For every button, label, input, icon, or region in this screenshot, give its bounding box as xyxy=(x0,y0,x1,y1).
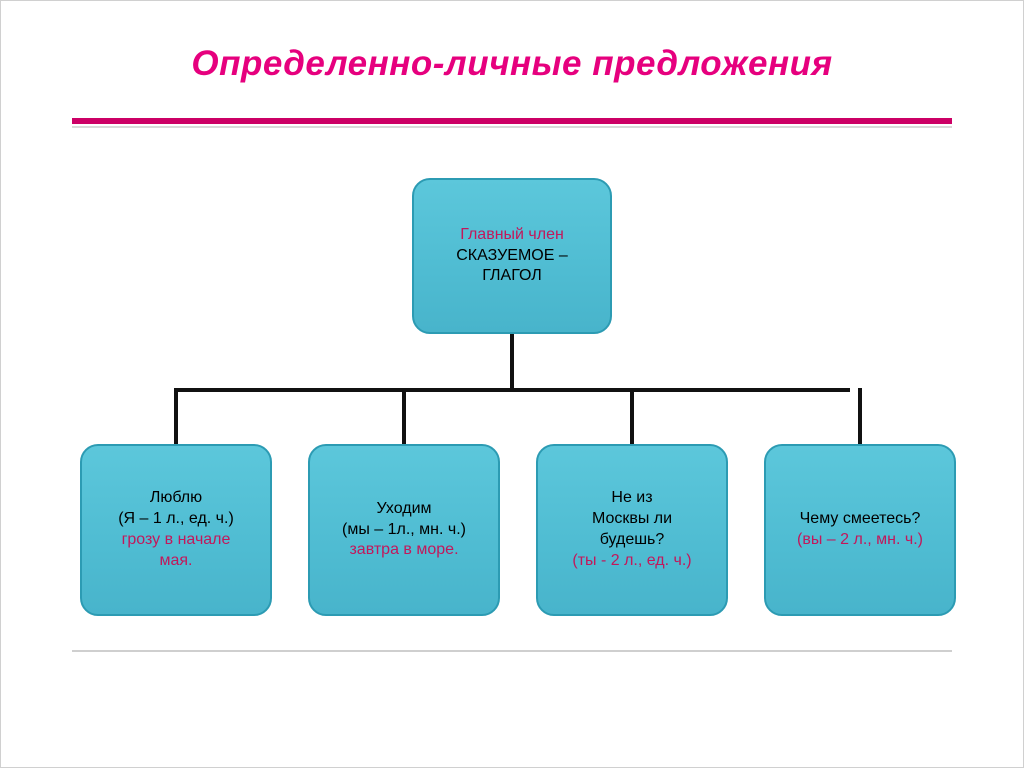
leaf-meta: (ты - 2 л., ед. ч.) xyxy=(572,551,691,572)
tree-connector xyxy=(510,334,514,388)
tree-root: Главный член СКАЗУЕМОЕ – ГЛАГОЛ xyxy=(412,178,612,334)
root-line1: Главный член xyxy=(460,225,564,246)
tree-connector xyxy=(858,388,862,444)
tree-leaf: Чему смеетесь? (вы – 2 л., мн. ч.) xyxy=(764,444,956,616)
leaf-line: будешь? xyxy=(600,530,665,551)
tree-connector xyxy=(402,388,406,444)
tree-connector xyxy=(174,388,850,392)
leaf-line: Уходим xyxy=(376,499,431,520)
root-line3: ГЛАГОЛ xyxy=(482,266,541,287)
title-text: Определенно-личные предложения xyxy=(191,44,832,83)
leaf-meta: (вы – 2 л., мн. ч.) xyxy=(797,530,923,551)
tree-leaf: Не из Москвы ли будешь? (ты - 2 л., ед. … xyxy=(536,444,728,616)
leaf-line: Москвы ли xyxy=(592,509,672,530)
leaf-meta: (мы – 1л., мн. ч.) xyxy=(342,520,466,541)
root-line2: СКАЗУЕМОЕ – xyxy=(456,246,567,267)
page-title: Определенно-личные предложения xyxy=(0,44,1024,84)
divider-bottom xyxy=(72,650,952,652)
tree-leaf: Уходим (мы – 1л., мн. ч.) завтра в море. xyxy=(308,444,500,616)
leaf-line: завтра в море. xyxy=(349,540,458,561)
leaf-line: грозу в начале xyxy=(122,530,231,551)
tree-connector xyxy=(174,388,178,444)
tree-leaf: Люблю (Я – 1 л., ед. ч.) грозу в начале … xyxy=(80,444,272,616)
leaf-line: мая. xyxy=(159,551,192,572)
tree-connector xyxy=(630,388,634,444)
slide: Определенно-личные предложения Главный ч… xyxy=(0,0,1024,768)
divider-top xyxy=(72,118,952,124)
leaf-line: Люблю xyxy=(150,488,202,509)
leaf-meta: (Я – 1 л., ед. ч.) xyxy=(118,509,234,530)
leaf-line: Чему смеетесь? xyxy=(800,509,921,530)
leaf-line: Не из xyxy=(611,488,652,509)
